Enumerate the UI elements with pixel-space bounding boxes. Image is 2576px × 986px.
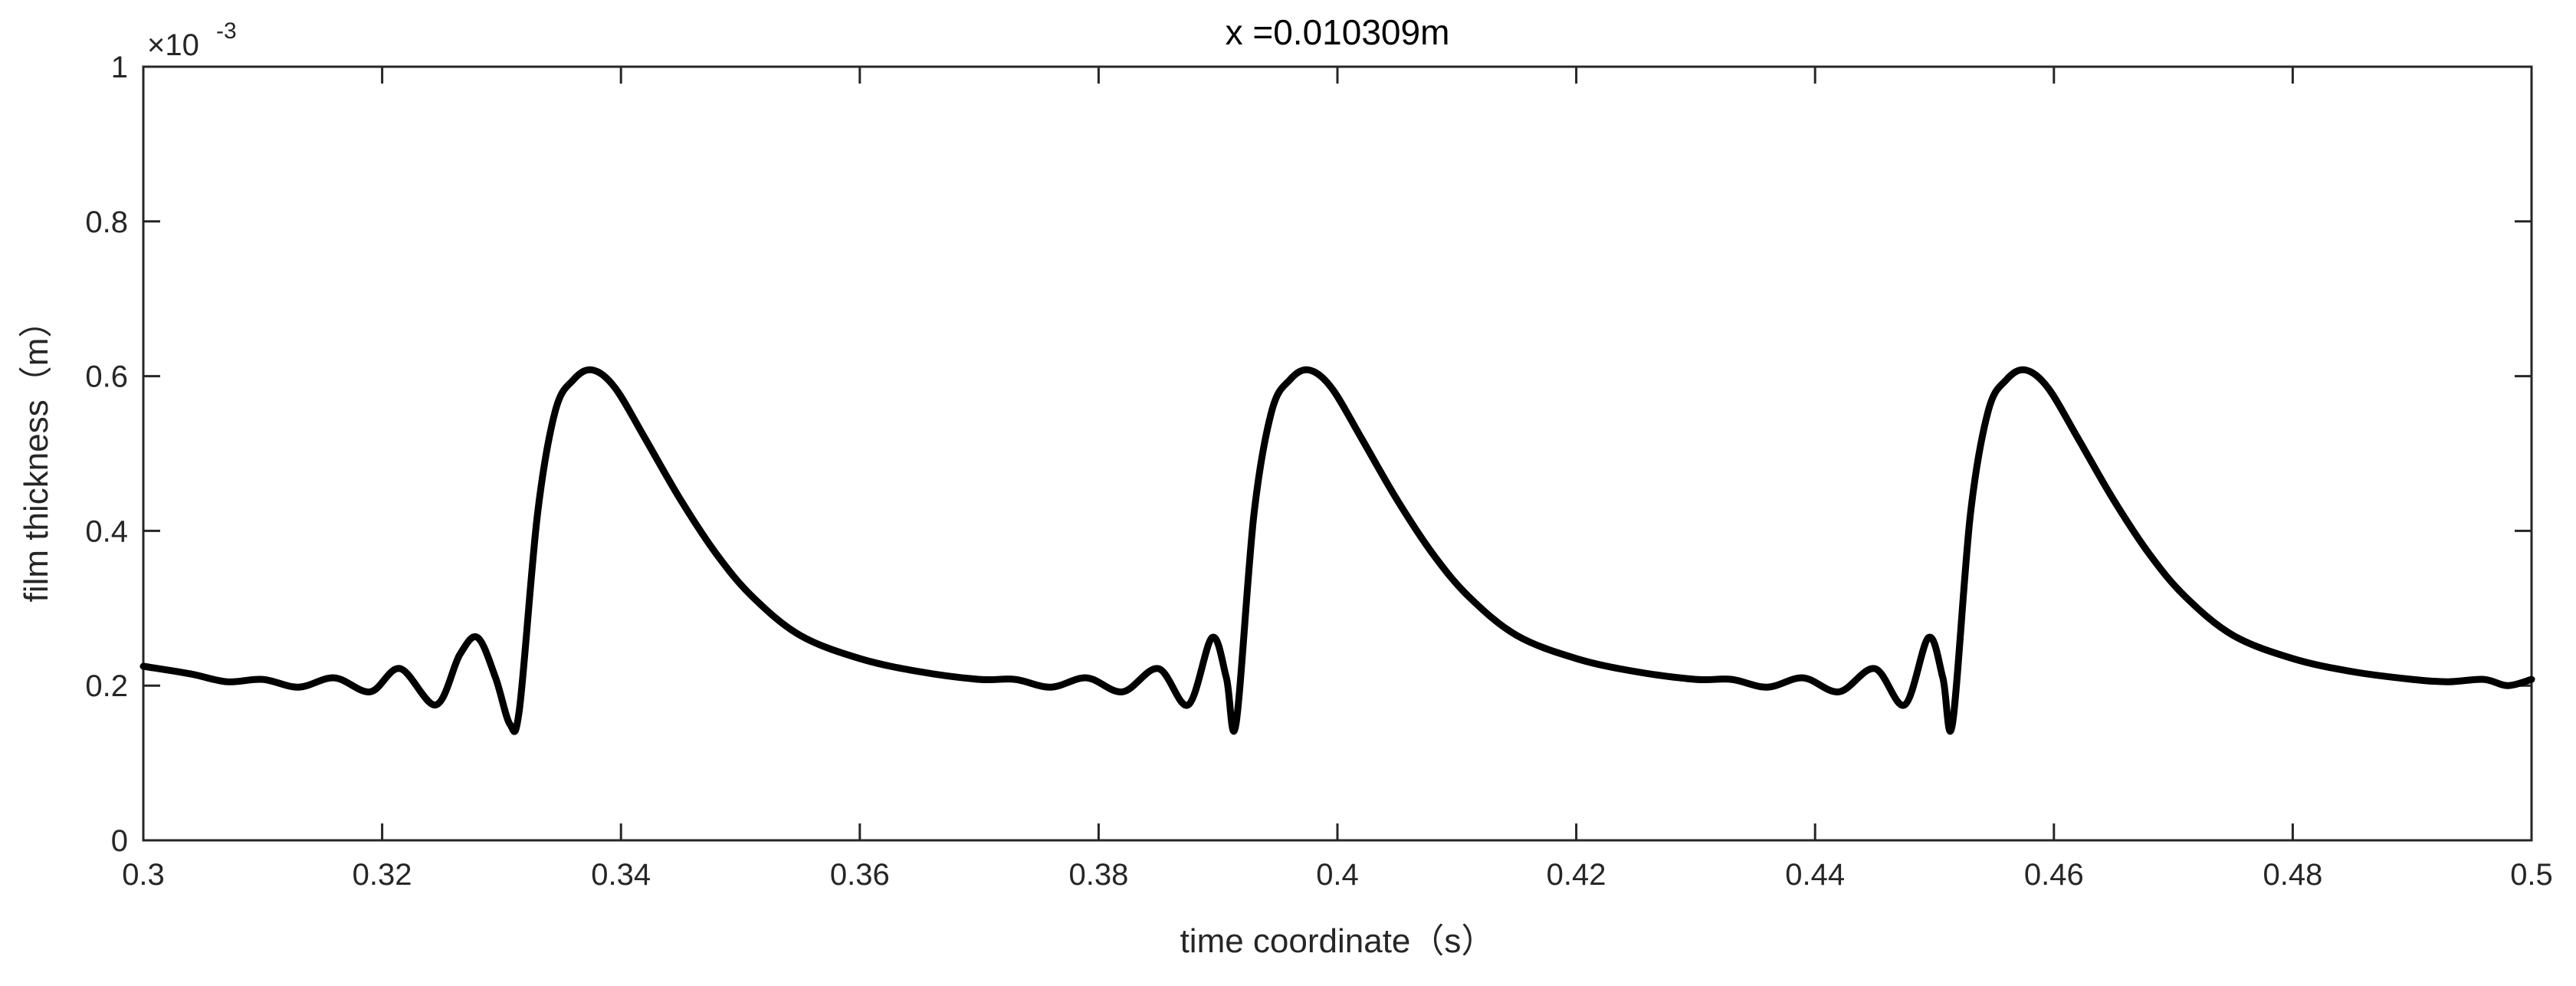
y-multiplier: ×10: [147, 28, 199, 62]
x-tick-label: 0.42: [1547, 858, 1606, 892]
x-tick-label: 0.38: [1068, 858, 1128, 892]
y-tick-label: 0.2: [85, 669, 128, 703]
x-tick-label: 0.32: [353, 858, 412, 892]
film-thickness-line: [139, 366, 2535, 735]
x-axis-ticks: 0.3 0.32 0.34 0.36 0.38 0.4 0.42 0.44 0.46 0.48 0.…: [122, 67, 2553, 892]
plot-area: [142, 65, 2533, 842]
y-tick-label: 0.8: [85, 205, 128, 239]
x-axis-label: time coordinate（s）: [1180, 922, 1495, 960]
y-tick-label: 1: [111, 51, 128, 84]
x-tick-label: 0.36: [830, 858, 890, 892]
y-axis-label: film thickness（m）: [18, 304, 55, 603]
x-tick-label: 0.5: [2510, 858, 2553, 892]
y-tick-label: 0: [111, 824, 128, 858]
y-tick-label: 0.6: [85, 360, 128, 394]
x-tick-label: 0.44: [1785, 858, 1845, 892]
x-tick-label: 0.4: [1316, 858, 1359, 892]
y-tick-label: 0.4: [85, 514, 128, 548]
chart-title: x =0.010309m: [1226, 12, 1450, 52]
x-tick-label: 0.34: [591, 858, 651, 892]
x-tick-label: 0.3: [122, 858, 165, 892]
x-tick-label: 0.46: [2024, 858, 2084, 892]
y-axis-ticks: 0 0.2 0.4 0.6 0.8 1: [85, 51, 2532, 858]
x-tick-label: 0.48: [2263, 858, 2322, 892]
y-exponent: -3: [216, 18, 237, 44]
